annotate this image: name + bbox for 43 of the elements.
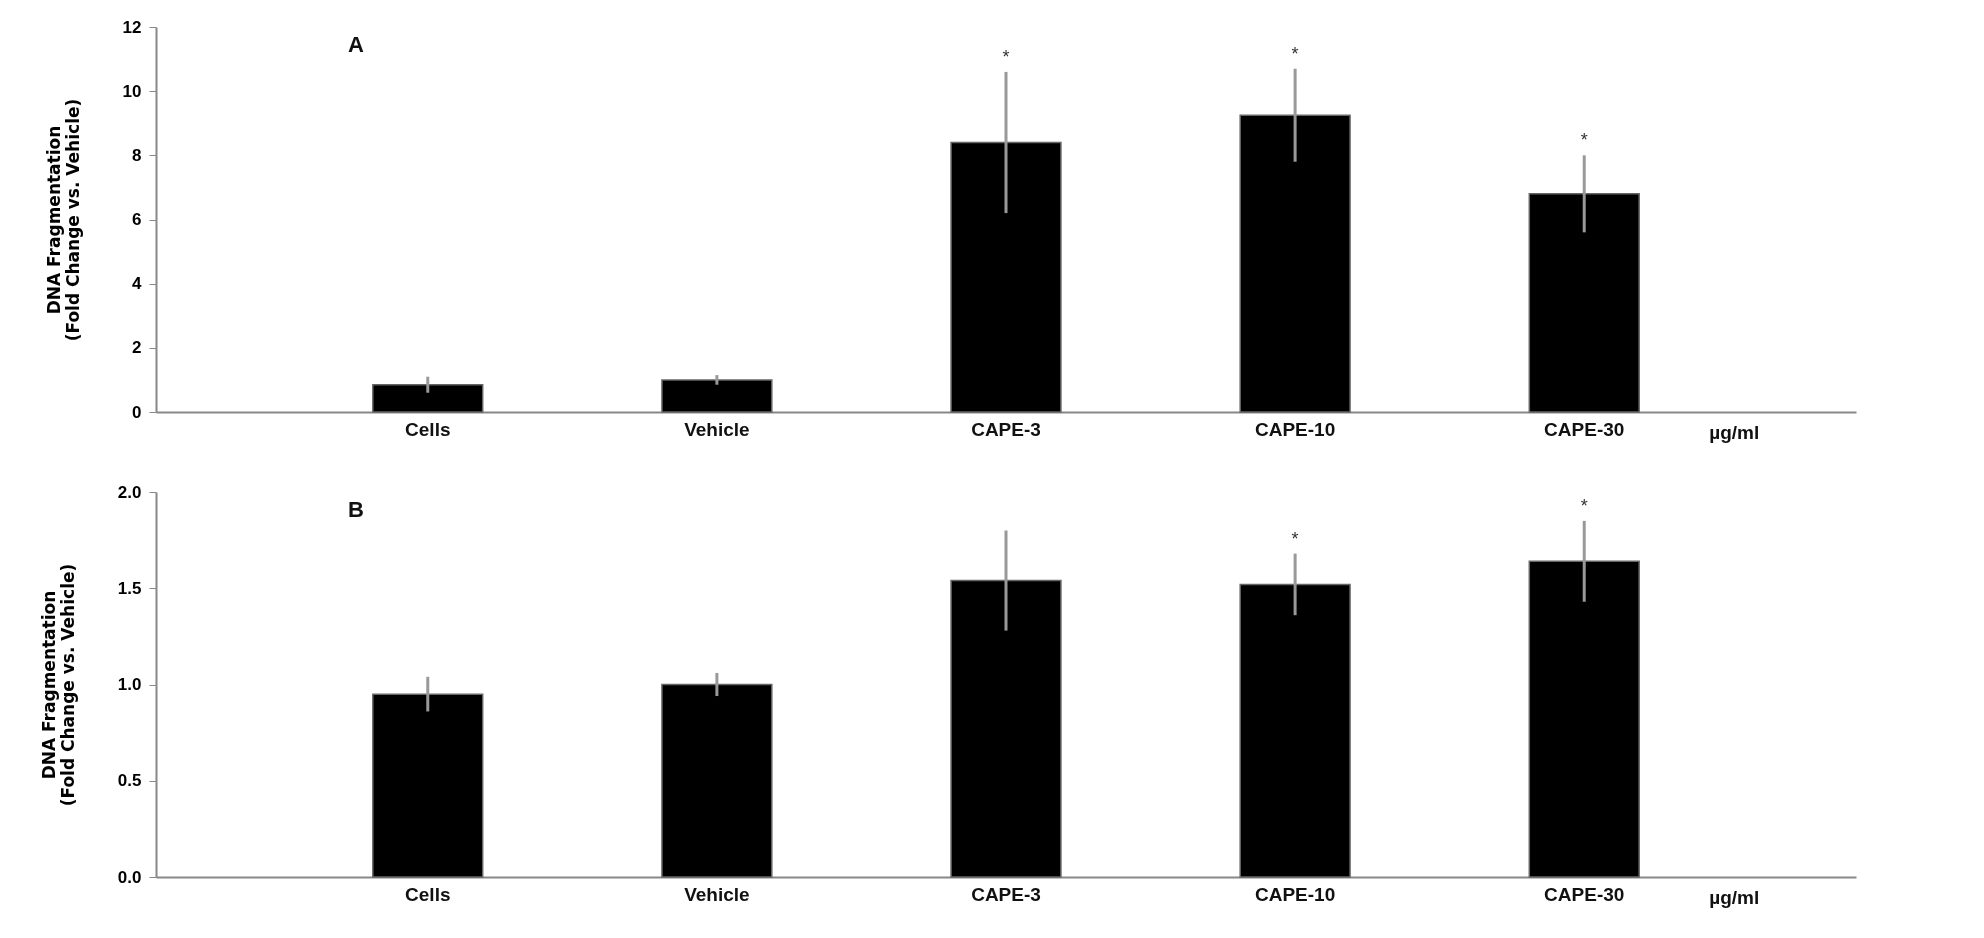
text: µg/ml	[1709, 422, 1760, 443]
bar	[661, 683, 773, 878]
chart-title: B	[348, 497, 364, 522]
y-tick-label: 0.5	[117, 771, 142, 791]
y-axis-title: DNA Fragmentation (Fold Change vs. Vehicle)	[43, 98, 83, 342]
y-tick-label: 0.0	[117, 867, 142, 887]
bar	[1528, 560, 1640, 878]
annotation: *	[1580, 495, 1588, 516]
x-tick-label: CAPE-30	[1544, 883, 1625, 905]
y-tick-label: 12	[122, 17, 142, 37]
x-tick-label: CAPE-10	[1254, 418, 1336, 440]
y-tick-label: 6	[132, 210, 142, 229]
x-tick-label: CAPE-10	[1254, 883, 1336, 905]
y-tick-label: 10	[122, 81, 142, 101]
y-tick-label: 4	[132, 274, 143, 294]
y-tick-label: 8	[132, 145, 142, 165]
x-tick-label: CAPE-30	[1544, 418, 1625, 440]
x-tick-label: Cells	[405, 883, 451, 905]
text: µg/ml	[1709, 887, 1760, 908]
x-tick-label: Vehicle	[684, 418, 750, 440]
bar	[372, 383, 484, 413]
bar	[950, 141, 1062, 413]
y-tick-label: 2.0	[117, 482, 142, 502]
annotation: *	[1291, 43, 1299, 64]
bar	[1239, 114, 1351, 413]
bar	[950, 579, 1062, 878]
annotation: *	[1002, 46, 1010, 67]
x-tick-label: Vehicle	[684, 883, 750, 905]
x-tick-label: CAPE-3	[971, 883, 1041, 905]
x-tick-label: CAPE-3	[971, 418, 1041, 440]
y-axis-title: DNA Fragmentation (Fold Change vs. Vehicle)	[38, 563, 78, 807]
y-tick-label: 2	[132, 338, 142, 358]
annotation: *	[1580, 130, 1588, 151]
y-tick-label: 1.0	[117, 675, 142, 694]
bar	[661, 379, 773, 413]
x-tick-label: Cells	[405, 418, 451, 440]
y-tick-label: 0	[132, 402, 142, 422]
bar	[1239, 583, 1351, 878]
bar	[372, 693, 484, 878]
bar	[1528, 193, 1640, 413]
annotation: *	[1291, 528, 1299, 549]
chart-title: A	[348, 32, 365, 57]
y-tick-label: 1.5	[117, 578, 142, 598]
